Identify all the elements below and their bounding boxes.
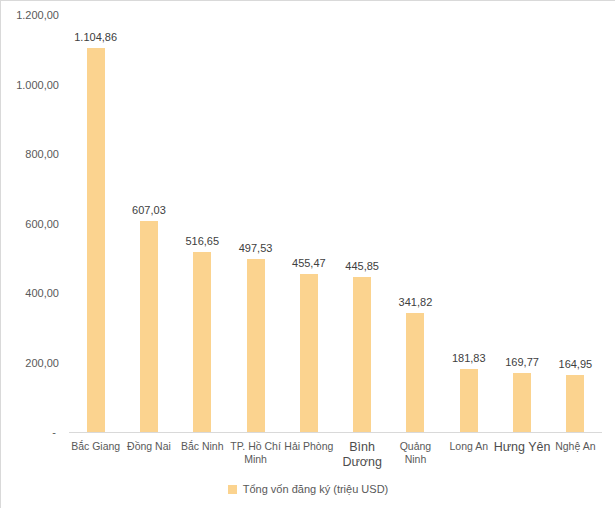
bar-value-label: 1.104,86 — [54, 31, 138, 44]
bar-value-label: 164,95 — [533, 358, 615, 371]
bar-3 — [193, 252, 211, 432]
bar-value-label: 497,53 — [214, 242, 298, 255]
y-axis-tick: 600,00 — [1, 217, 59, 231]
y-axis-tick: 400,00 — [1, 286, 59, 300]
x-axis-label: Quảng Ninh — [387, 440, 443, 465]
x-axis-line — [69, 432, 602, 433]
bar-value-label: 445,85 — [320, 260, 404, 273]
legend-label: Tổng vốn đăng ký (triệu USD) — [243, 483, 389, 495]
bar-chart: 1.200,00 1.000,00 800,00 600,00 400,00 200,00… — [0, 0, 615, 508]
bar-value-label: 341,82 — [373, 296, 457, 309]
bar-5 — [300, 274, 318, 432]
y-axis-tick: 1.000,00 — [1, 78, 59, 92]
bar-7 — [406, 313, 424, 432]
bar-10 — [566, 375, 584, 432]
bar-1 — [87, 48, 105, 432]
x-axis-label: Bắc Ninh — [174, 440, 230, 453]
bar-6 — [353, 277, 371, 432]
bar-9 — [513, 373, 531, 432]
x-axis-label: TP. Hồ Chí Minh — [228, 440, 284, 465]
x-axis-label: Bắc Giang — [68, 440, 124, 453]
y-axis-tick: 800,00 — [1, 147, 59, 161]
legend-color-swatch — [228, 485, 237, 494]
y-axis-tick: 1.200,00 — [1, 8, 59, 22]
bar-value-label: 607,03 — [107, 204, 191, 217]
x-axis-label: Đồng Nai — [121, 440, 177, 453]
x-axis-label: Bình Dương — [332, 440, 392, 469]
bar-8 — [460, 369, 478, 432]
x-axis-label: Hải Phòng — [281, 440, 337, 453]
bar-4 — [247, 259, 265, 432]
x-axis-label: Hưng Yên — [492, 440, 552, 455]
legend: Tổng vốn đăng ký (triệu USD) — [1, 483, 615, 495]
y-axis-tick: - — [1, 425, 56, 439]
x-axis-label: Long An — [441, 440, 497, 453]
y-axis-tick: 200,00 — [1, 356, 59, 370]
x-axis-label: Nghệ An — [547, 440, 603, 453]
bar-2 — [140, 221, 158, 432]
